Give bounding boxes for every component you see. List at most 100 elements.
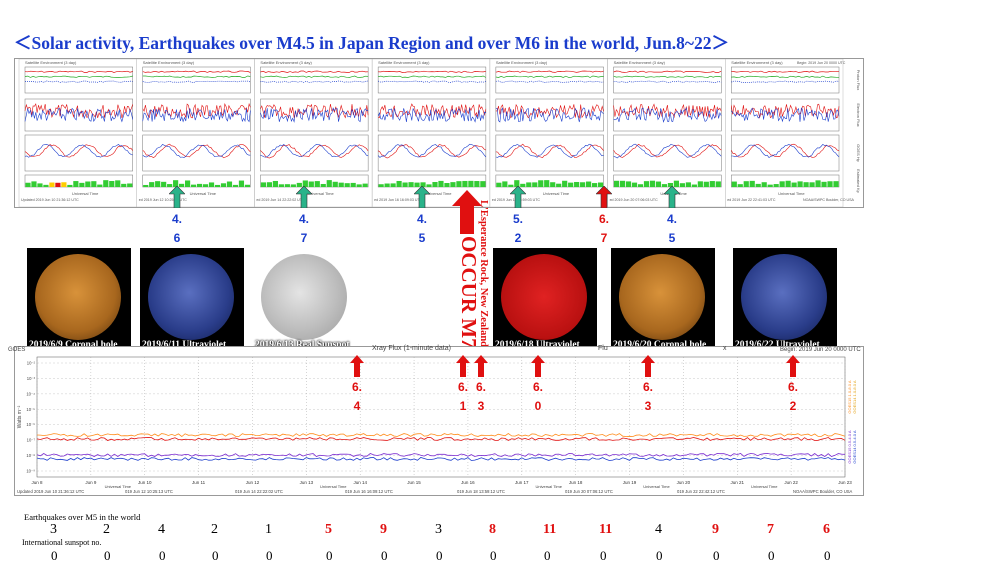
kp-bar bbox=[715, 181, 721, 187]
xray-updated: 019 Jun 16 16:09:12 UTC bbox=[345, 489, 393, 494]
kp-bar bbox=[673, 180, 679, 187]
sunspot-number: 0 bbox=[326, 548, 333, 563]
goes-hp-line bbox=[495, 143, 604, 159]
xray-plot-frame bbox=[36, 356, 846, 478]
kp-bar bbox=[314, 181, 320, 187]
kp-bar bbox=[444, 183, 450, 187]
xray-xtick: Jun 18 bbox=[569, 480, 583, 485]
xray-xtick: Jun 14 bbox=[353, 480, 367, 485]
kp-bar bbox=[785, 180, 791, 187]
kp-bar bbox=[155, 181, 161, 187]
electron-flux-line bbox=[142, 108, 251, 123]
xray-universal-time: Universal Time bbox=[105, 484, 132, 489]
world-arrow bbox=[786, 355, 800, 377]
goes-hp-line bbox=[24, 143, 133, 158]
satellite-updated: ed 2019 Jun 20 07:06:03 UTC bbox=[610, 198, 659, 202]
kp-bar bbox=[580, 182, 586, 187]
satellite-universal-time: Universal Time bbox=[72, 191, 99, 196]
world-arrow bbox=[350, 355, 364, 377]
xray-header-left: GOES bbox=[8, 347, 26, 353]
kp-bar bbox=[127, 183, 133, 187]
kp-bar bbox=[592, 183, 598, 187]
kp-bar bbox=[149, 182, 155, 187]
satellite-subpanel-header: Satellite Environment (3 day) bbox=[614, 60, 666, 65]
kp-bar bbox=[37, 183, 43, 187]
japan-magnitude-dec: 6 bbox=[173, 231, 181, 245]
kp-bar bbox=[532, 182, 538, 187]
proton-flux-line bbox=[142, 75, 251, 78]
world-arrow bbox=[456, 355, 470, 377]
xray-universal-time: Universal Time bbox=[536, 484, 563, 489]
big-event-place: L'Esperance Rock, New Zealand bbox=[478, 200, 489, 347]
japan-arrow bbox=[295, 185, 313, 209]
sunspot-number: 0 bbox=[600, 548, 607, 563]
world-magnitude-int: 6. bbox=[351, 380, 362, 394]
satellite-universal-time: Universal Time bbox=[778, 191, 805, 196]
kp-bar bbox=[185, 180, 191, 187]
kp-bar bbox=[779, 181, 785, 187]
kp-bar bbox=[597, 182, 604, 187]
kp-bar bbox=[450, 182, 456, 187]
xray-header-mid: Xray Flux (1-minute data) bbox=[372, 345, 451, 352]
xray-xtick: Jun 12 bbox=[246, 480, 260, 485]
xray-updated: 019 Jun 20 07:06:12 UTC bbox=[565, 489, 613, 494]
satellite-updated: ed 2019 Jun 14 22:22:02 UTC bbox=[256, 198, 305, 202]
japan-magnitude-dec: 2 bbox=[514, 231, 522, 245]
sun-disc bbox=[148, 254, 234, 340]
earthquake-count: 1 bbox=[265, 522, 272, 537]
kp-bar bbox=[731, 181, 737, 187]
electron-flux-line bbox=[731, 107, 840, 123]
kp-bar bbox=[109, 181, 115, 187]
kp-bar bbox=[79, 182, 85, 187]
sun-photo-caption: 2019/6/18 Ultraviolet bbox=[495, 340, 580, 350]
satellite-row-frame bbox=[377, 66, 487, 94]
japan-magnitude-int: 4. bbox=[171, 212, 182, 226]
kp-bar bbox=[520, 183, 526, 187]
earthquake-count: 11 bbox=[543, 522, 557, 537]
satellite-right-label: Electron Flux bbox=[856, 103, 861, 126]
xray-right-label: GOES15 0.5-4.0 A bbox=[847, 430, 852, 463]
goes-hp-line bbox=[495, 143, 604, 158]
sunspot-number: 0 bbox=[490, 548, 497, 563]
kp-bar bbox=[232, 184, 239, 187]
kp-bar bbox=[526, 182, 532, 187]
satellite-updated: ed 2019 Jun 22 22:41:03 UTC bbox=[727, 198, 776, 202]
kp-bar bbox=[761, 182, 767, 187]
electron-flux-line bbox=[613, 107, 722, 123]
world-magnitude-dec: 3 bbox=[477, 399, 485, 413]
kp-bar bbox=[773, 184, 779, 187]
world-arrow bbox=[474, 355, 488, 377]
satellite-row-frame bbox=[613, 174, 722, 188]
xray-updated: 019 Jun 14 22:22:02 UTC bbox=[235, 489, 283, 494]
kp-bar bbox=[302, 180, 308, 187]
satellite-subpanel-header: Satellite Environment (3 day) bbox=[25, 60, 77, 65]
kp-bar bbox=[196, 183, 203, 187]
kp-bar bbox=[649, 180, 656, 187]
kp-bar bbox=[173, 180, 179, 187]
big-event-title: OCCUR M7.2 bbox=[457, 236, 481, 365]
xray-ytick: 10⁻⁸ bbox=[26, 453, 35, 458]
satellite-environment-panel: Satellite Environment (3 day) Universal T… bbox=[14, 58, 864, 208]
xray-header-mid2: Flu bbox=[598, 345, 608, 352]
satellite-row-frame bbox=[24, 134, 133, 172]
kp-bar bbox=[115, 180, 121, 187]
kp-bar bbox=[202, 184, 209, 187]
xray-ylabel: Watts m⁻² bbox=[17, 405, 23, 428]
xray-universal-time: Universal Time bbox=[751, 484, 778, 489]
electron-flux-line bbox=[260, 107, 369, 123]
proton-flux-line bbox=[260, 70, 369, 73]
xray-xtick: Jun 13 bbox=[300, 480, 314, 485]
xray-xtick: Jun 15 bbox=[407, 480, 421, 485]
world-magnitude-int: 6. bbox=[642, 380, 653, 394]
xray-updated: Updated 2019 Jun 10 21:36:12 UTC bbox=[17, 489, 84, 494]
kp-bar bbox=[737, 184, 743, 187]
kp-bar bbox=[538, 180, 544, 187]
kp-bar bbox=[568, 182, 574, 187]
satellite-row-frame bbox=[142, 134, 251, 172]
satellite-environment-chart: Satellite Environment (3 day) Universal T… bbox=[18, 59, 861, 207]
kp-bar bbox=[803, 182, 809, 187]
earthquake-count: 4 bbox=[655, 522, 662, 537]
proton-flux-line bbox=[260, 80, 369, 83]
kp-bar bbox=[749, 180, 755, 187]
japan-magnitude-int: 4. bbox=[416, 212, 427, 226]
